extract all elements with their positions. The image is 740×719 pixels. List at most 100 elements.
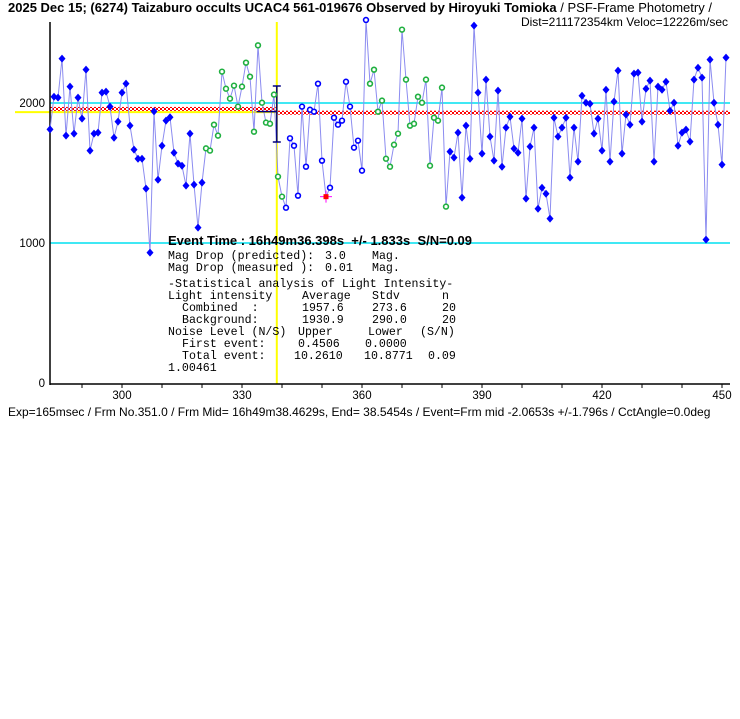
combined-n: 20 <box>442 302 456 315</box>
data-point <box>522 194 530 203</box>
event-time: Event Time : 16h49m36.398s +/- 1.833s S/… <box>168 233 473 248</box>
combined-data-point <box>442 203 450 210</box>
combined-label: Combined : <box>182 302 259 315</box>
data-point <box>78 114 86 123</box>
data-point <box>82 65 90 74</box>
data-point <box>498 162 506 171</box>
data-point <box>182 181 190 190</box>
combined-data-point <box>270 91 278 98</box>
data-point <box>470 21 478 30</box>
data-point <box>150 107 158 116</box>
light-curve-chart: 300 330 360 390 420 450 0 1000 2000 <box>15 16 732 402</box>
x-tick-label: 420 <box>592 390 611 402</box>
mag-unit: Mag. <box>372 250 400 263</box>
title-method: / PSF-Frame Photometry / <box>556 0 712 15</box>
data-point <box>66 82 74 91</box>
combined-data-point <box>430 114 438 121</box>
combined-data-point <box>422 76 430 83</box>
combined-data-point <box>238 83 246 90</box>
combined-data-point <box>222 85 230 92</box>
data-point <box>674 141 682 150</box>
combined-average: 1957.6 <box>302 302 344 315</box>
data-point <box>158 141 166 150</box>
data-point <box>610 97 618 106</box>
mag-drop-measured-value: 0.01 <box>325 262 353 275</box>
data-point <box>670 98 678 107</box>
data-point <box>482 75 490 84</box>
background-data-point <box>342 78 350 85</box>
data-point <box>706 55 714 64</box>
combined-data-point <box>214 132 222 139</box>
combined-data-point <box>366 80 374 87</box>
data-point <box>450 153 458 162</box>
data-point <box>638 117 646 126</box>
background-n: 20 <box>442 314 456 327</box>
background-label: Background: <box>182 314 259 327</box>
background-data-point <box>286 135 294 142</box>
data-point <box>534 204 542 213</box>
data-point <box>590 129 598 138</box>
total-event-upper: 10.2610 <box>294 350 343 363</box>
combined-data-point <box>390 141 398 148</box>
data-point <box>642 84 650 93</box>
mag-drop-measured-label: Mag Drop (measured ): <box>168 262 315 275</box>
data-point <box>722 53 730 62</box>
data-point <box>546 214 554 223</box>
combined-data-point <box>258 99 266 106</box>
combined-data-point <box>382 155 390 162</box>
combined-data-point <box>210 121 218 128</box>
x-tick-label: 330 <box>232 390 251 402</box>
data-point <box>134 154 142 163</box>
combined-data-point <box>254 42 262 49</box>
mag-drop-predicted-value: 3.0 <box>325 250 346 263</box>
combined-data-point <box>226 95 234 102</box>
data-point <box>526 142 534 151</box>
data-point <box>142 184 150 193</box>
data-point <box>690 75 698 84</box>
data-point <box>518 114 526 123</box>
data-point <box>622 110 630 119</box>
combined-data-point <box>426 162 434 169</box>
background-data-point <box>282 204 290 211</box>
data-point <box>634 68 642 77</box>
data-point <box>446 147 454 156</box>
x-tick-label: 450 <box>712 390 731 402</box>
background-data-point <box>346 103 354 110</box>
combined-data-point <box>398 26 406 33</box>
data-point <box>194 223 202 232</box>
combined-data-point <box>378 97 386 104</box>
first-event-label: First event: <box>182 338 266 351</box>
stats-block: Mag Drop (predicted): 3.0 Mag. Mag Drop … <box>168 251 498 381</box>
background-data-point <box>290 142 298 149</box>
combined-data-point <box>438 84 446 91</box>
data-point <box>614 66 622 75</box>
data-point <box>538 183 546 192</box>
data-point <box>186 129 194 138</box>
footer-info: Exp=165msec / Frm No.351.0 / Frm Mid= 16… <box>8 405 711 419</box>
data-point <box>70 129 78 138</box>
data-point <box>570 123 578 132</box>
data-point <box>718 160 726 169</box>
data-point <box>86 146 94 155</box>
combined-data-point <box>218 68 226 75</box>
data-point <box>58 54 66 63</box>
data-point <box>106 102 114 111</box>
col-average: Average <box>302 290 351 303</box>
data-point <box>562 113 570 122</box>
data-point <box>578 91 586 100</box>
data-point <box>710 98 718 107</box>
y-tick-label: 1000 <box>19 238 45 250</box>
combined-data-point <box>386 163 394 170</box>
data-point <box>662 77 670 86</box>
data-point <box>74 93 82 102</box>
ratio-value: 1.00461 <box>168 362 217 375</box>
combined-data-point <box>230 82 238 89</box>
x-tick-label: 300 <box>112 390 131 402</box>
combined-level-line <box>50 106 277 111</box>
data-point <box>514 148 522 157</box>
data-point <box>602 85 610 94</box>
col-n: n <box>442 290 449 303</box>
data-point <box>558 123 566 132</box>
col-sn: (S/N) <box>420 326 455 339</box>
data-point <box>594 114 602 123</box>
